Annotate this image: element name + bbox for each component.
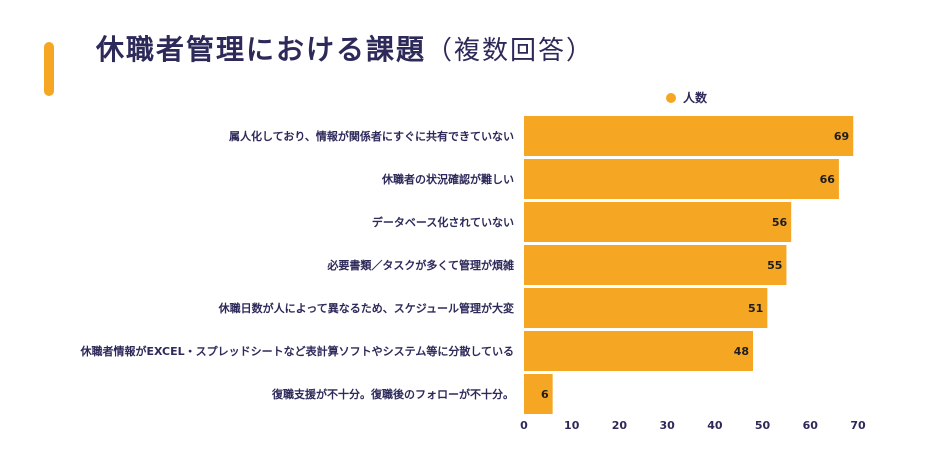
category-label: 休職者の状況確認が難しい bbox=[381, 172, 514, 186]
chart-legend: 人数 bbox=[666, 89, 707, 106]
legend-label: 人数 bbox=[683, 91, 708, 105]
x-tick-label: 0 bbox=[520, 419, 528, 432]
data-label: 69 bbox=[834, 130, 849, 143]
bar bbox=[524, 116, 854, 156]
bar bbox=[524, 159, 839, 199]
chart-title: 休職者管理における課題（複数回答） bbox=[96, 28, 594, 68]
data-label: 56 bbox=[772, 216, 788, 229]
chart-title-main: 休職者管理における課題 bbox=[96, 33, 427, 66]
data-label: 55 bbox=[767, 259, 782, 272]
category-label: 必要書類／タスクが多くて管理が煩雑 bbox=[326, 258, 514, 272]
title-accent-bar bbox=[44, 42, 54, 96]
x-tick-label: 60 bbox=[803, 419, 819, 432]
legend-dot-icon bbox=[666, 92, 676, 103]
bar bbox=[524, 331, 754, 371]
x-tick-label: 70 bbox=[850, 419, 866, 432]
bar bbox=[524, 245, 787, 285]
x-tick-label: 50 bbox=[755, 419, 771, 432]
x-tick-label: 40 bbox=[707, 419, 723, 432]
category-label: 休職日数が人によって異なるため、スケジュール管理が大変 bbox=[218, 301, 514, 315]
x-tick-label: 10 bbox=[564, 419, 580, 432]
bar bbox=[524, 202, 792, 242]
data-label: 48 bbox=[734, 345, 749, 358]
category-label: データベース化されていない bbox=[372, 215, 514, 229]
x-tick-label: 20 bbox=[612, 419, 628, 432]
x-tick-label: 30 bbox=[659, 419, 675, 432]
chart-title-sub: （複数回答） bbox=[426, 36, 595, 66]
category-label: 属人化しており、情報が関係者にすぐに共有できていない bbox=[229, 129, 514, 143]
data-label: 66 bbox=[820, 173, 836, 186]
data-label: 51 bbox=[748, 302, 763, 315]
data-label: 6 bbox=[541, 388, 549, 401]
category-label: 復職支援が不十分。復職後のフォローが不十分。 bbox=[271, 387, 514, 401]
bar bbox=[524, 288, 768, 328]
category-label: 休職者情報がEXCEL・スプレッドシートなど表計算ソフトやシステム等に分散してい… bbox=[79, 344, 514, 358]
bar bbox=[524, 374, 553, 414]
